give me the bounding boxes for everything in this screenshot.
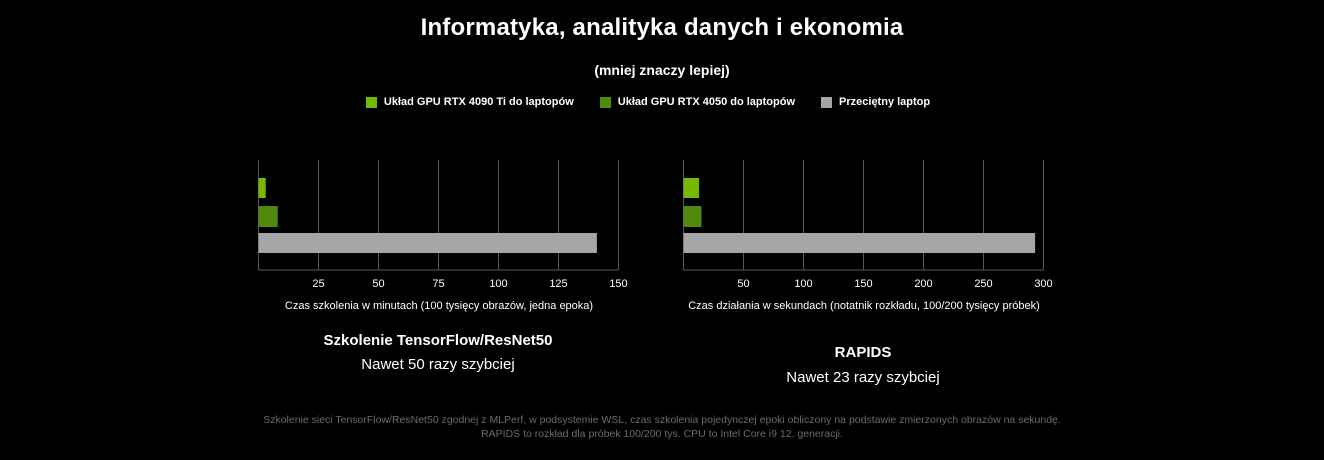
chart-rapids-svg: 50 100 150 200 250 300: [683, 160, 1053, 290]
chart-tensorflow-xlabel: Czas szkolenia w minutach (100 tysięcy o…: [284, 300, 594, 312]
rapids-tick-label-250: 250: [974, 278, 992, 290]
rapids-tick-label-50: 50: [737, 278, 749, 290]
chart-tensorflow-title: Szkolenie TensorFlow/ResNet50: [323, 332, 553, 349]
legend-label-laptop: Przeciętny laptop: [839, 96, 931, 108]
legend-item-laptop: Przeciętny laptop: [821, 96, 930, 108]
tensorflow-bar-rtx4090: [258, 178, 266, 198]
legend-swatch-rtx4090: [365, 96, 377, 108]
tensorflow-tick-label-150: 150: [609, 278, 627, 290]
rapids-tick-label-100: 100: [794, 278, 812, 290]
legend-item-rtx4090: Układ GPU RTX 4090 Ti do laptopów: [365, 96, 574, 108]
legend-swatch-rtx4050: [599, 96, 611, 108]
rapids-tick-label-150: 150: [854, 278, 872, 290]
tensorflow-tick-label-125: 125: [549, 278, 567, 290]
tensorflow-bar-rtx4050: [258, 206, 278, 227]
rapids-bar-laptop: [683, 233, 1036, 253]
legend: Układ GPU RTX 4090 Ti do laptopów Układ …: [0, 96, 1310, 108]
chart-rapids-title: RAPIDS: [834, 344, 892, 361]
tensorflow-bar-laptop: [258, 233, 597, 253]
page-title: Informatyka, analityka danych i ekonomia: [420, 14, 904, 41]
footnote-line-1: Szkolenie sieci TensorFlow/ResNet50 zgod…: [263, 414, 1061, 426]
rapids-bar-rtx4090: [683, 178, 700, 198]
footnote-line-2: RAPIDS to rozkład dla próbek 100/200 tys…: [481, 428, 843, 440]
chart-tensorflow-svg: 25 50 75 100 125 150: [258, 160, 628, 290]
footnote: Szkolenie sieci TensorFlow/ResNet50 zgod…: [0, 413, 1324, 441]
legend-label-rtx4090: Układ GPU RTX 4090 Ti do laptopów: [383, 96, 574, 108]
rapids-tick-label-200: 200: [914, 278, 932, 290]
chart-tensorflow-caption: Nawet 50 razy szybciej: [361, 356, 515, 373]
tensorflow-tick-label-50: 50: [372, 278, 384, 290]
legend-item-rtx4050: Układ GPU RTX 4050 do laptopów: [599, 96, 796, 108]
tensorflow-tick-label-75: 75: [432, 278, 444, 290]
chart-rapids-caption: Nawet 23 razy szybciej: [786, 369, 940, 386]
rapids-tick-label-300: 300: [1034, 278, 1052, 290]
tensorflow-tick-label-25: 25: [312, 278, 324, 290]
tensorflow-tick-label-100: 100: [489, 278, 507, 290]
page-subtitle: (mniej znaczy lepiej): [594, 62, 730, 78]
chart-rapids-xlabel: Czas działania w sekundach (notatnik roz…: [688, 300, 1040, 312]
chart-rapids: 50 100 150 200 250 300: [683, 160, 1053, 292]
rapids-bar-rtx4050: [683, 206, 702, 227]
legend-swatch-laptop: [821, 96, 833, 108]
legend-label-rtx4050: Układ GPU RTX 4050 do laptopów: [617, 96, 796, 108]
chart-tensorflow: 25 50 75 100 125 150: [258, 160, 628, 292]
